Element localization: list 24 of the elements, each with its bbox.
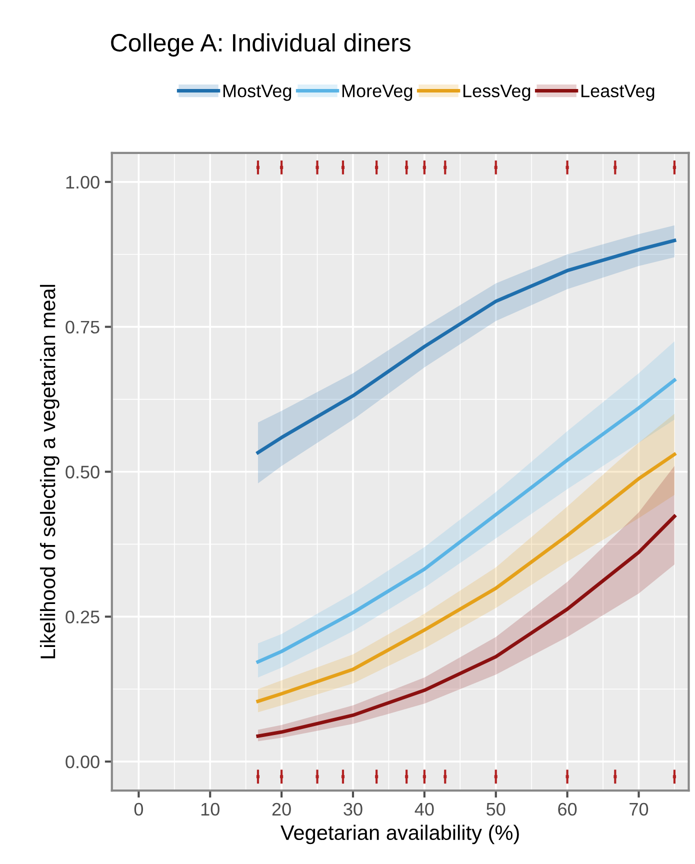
line-series: [256, 452, 676, 704]
y-tick-label: 0.50: [66, 466, 100, 478]
x-tick-label: 50: [486, 802, 506, 816]
line-series: [256, 514, 676, 738]
legend-label: LessVeg: [464, 84, 530, 101]
y-tick-label: 1.00: [66, 176, 100, 189]
chart-title: College A: Individual diners: [111, 33, 410, 57]
y-tick-label: 0.75: [66, 320, 100, 334]
legend-label: LeastVeg: [582, 84, 654, 101]
line-series: [256, 378, 676, 664]
legend-label: MostVeg: [223, 84, 292, 101]
x-tick-label: 0: [134, 802, 143, 816]
x-tick-label: 70: [630, 802, 648, 816]
x-tick-label: 60: [558, 802, 577, 816]
x-tick-label: 20: [272, 802, 291, 816]
legend-label: MoreVeg: [342, 84, 412, 101]
x-tick-label: 30: [344, 802, 362, 816]
x-tick-label: 40: [414, 802, 434, 816]
y-axis-title: Likelihood of selecting a vegetarian meal: [40, 284, 60, 658]
line-series: [256, 238, 676, 454]
y-tick-label: 0.00: [66, 756, 100, 768]
y-tick-label: 0.25: [66, 610, 100, 624]
x-axis-title: Vegetarian availability (%): [280, 824, 519, 844]
x-tick-label: 10: [201, 802, 220, 816]
